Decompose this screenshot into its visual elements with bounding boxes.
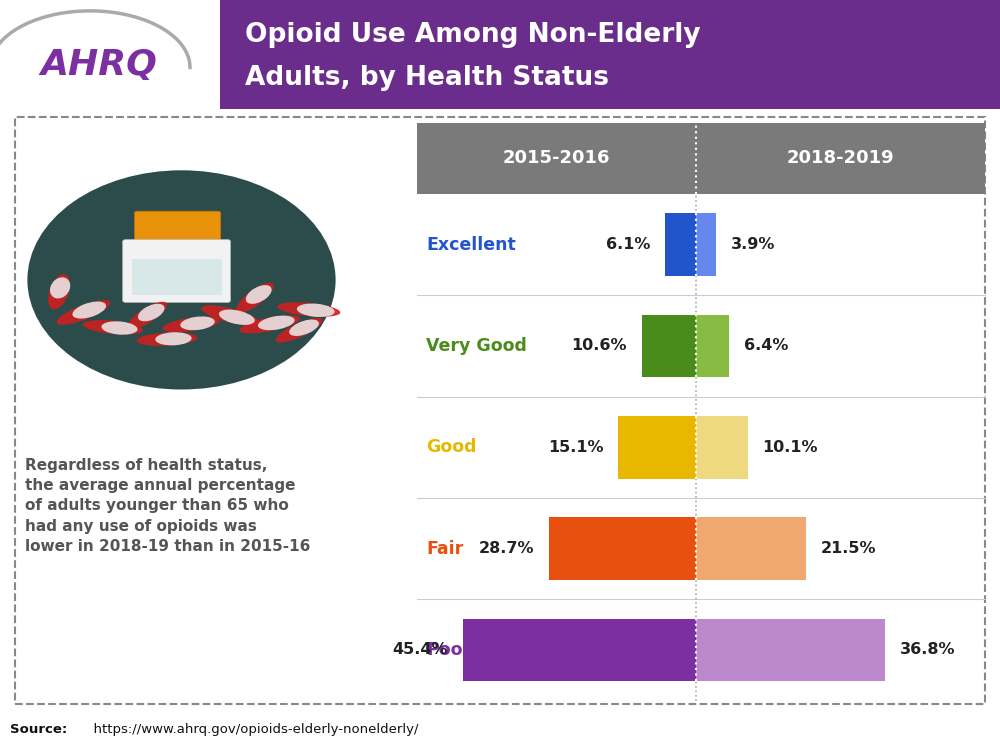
Text: 6.4%: 6.4%	[744, 338, 788, 353]
FancyBboxPatch shape	[463, 619, 696, 681]
FancyBboxPatch shape	[696, 619, 885, 681]
Ellipse shape	[201, 305, 260, 326]
FancyBboxPatch shape	[417, 123, 985, 194]
Text: Opioid Use Among Non-Elderly: Opioid Use Among Non-Elderly	[245, 22, 701, 48]
FancyBboxPatch shape	[220, 0, 1000, 109]
FancyBboxPatch shape	[618, 416, 696, 478]
Text: Good: Good	[426, 438, 477, 456]
Ellipse shape	[289, 320, 319, 336]
Ellipse shape	[137, 332, 197, 346]
Ellipse shape	[83, 320, 143, 334]
Ellipse shape	[57, 300, 110, 325]
Ellipse shape	[297, 304, 335, 317]
Ellipse shape	[155, 332, 192, 345]
Ellipse shape	[236, 283, 274, 313]
Text: 3.9%: 3.9%	[731, 237, 775, 252]
FancyBboxPatch shape	[15, 117, 985, 703]
Ellipse shape	[219, 310, 255, 325]
Text: 2015-2016: 2015-2016	[503, 149, 610, 167]
FancyBboxPatch shape	[696, 416, 748, 478]
FancyBboxPatch shape	[123, 239, 230, 302]
FancyBboxPatch shape	[696, 314, 729, 377]
FancyBboxPatch shape	[0, 0, 220, 109]
Text: Poor: Poor	[426, 641, 472, 659]
FancyBboxPatch shape	[134, 211, 221, 243]
Text: Very Good: Very Good	[426, 337, 527, 355]
Ellipse shape	[180, 316, 215, 330]
Text: 6.1%: 6.1%	[606, 237, 650, 252]
FancyBboxPatch shape	[665, 213, 696, 276]
Text: Source:: Source:	[10, 723, 67, 736]
Text: Regardless of health status,
the average annual percentage
of adults younger tha: Regardless of health status, the average…	[25, 458, 310, 554]
Text: Fair: Fair	[426, 539, 464, 557]
Text: https://www.ahrq.gov/opioids-elderly-nonelderly/: https://www.ahrq.gov/opioids-elderly-non…	[85, 723, 418, 736]
Ellipse shape	[27, 170, 336, 389]
Ellipse shape	[276, 318, 322, 343]
Text: AHRQ: AHRQ	[40, 47, 157, 82]
Ellipse shape	[50, 278, 70, 298]
Ellipse shape	[240, 315, 300, 333]
Ellipse shape	[138, 304, 165, 321]
Text: 15.1%: 15.1%	[548, 440, 604, 454]
Text: 28.7%: 28.7%	[478, 541, 534, 556]
Ellipse shape	[48, 274, 70, 309]
Text: 21.5%: 21.5%	[821, 541, 877, 556]
FancyBboxPatch shape	[642, 314, 696, 377]
Ellipse shape	[127, 302, 167, 329]
Text: 36.8%: 36.8%	[900, 643, 955, 658]
FancyBboxPatch shape	[549, 518, 696, 580]
Text: 45.4%: 45.4%	[392, 643, 448, 658]
Ellipse shape	[101, 321, 138, 334]
Text: Adults, by Health Status: Adults, by Health Status	[245, 65, 609, 92]
FancyBboxPatch shape	[696, 518, 806, 580]
Ellipse shape	[258, 316, 295, 330]
Text: Excellent: Excellent	[426, 236, 516, 254]
Text: 2018-2019: 2018-2019	[787, 149, 894, 167]
Ellipse shape	[72, 302, 106, 319]
Text: 10.6%: 10.6%	[571, 338, 627, 353]
Ellipse shape	[277, 302, 340, 316]
FancyBboxPatch shape	[132, 260, 222, 295]
Ellipse shape	[246, 285, 272, 304]
Ellipse shape	[163, 316, 220, 332]
FancyBboxPatch shape	[696, 213, 716, 276]
Text: 10.1%: 10.1%	[763, 440, 818, 454]
